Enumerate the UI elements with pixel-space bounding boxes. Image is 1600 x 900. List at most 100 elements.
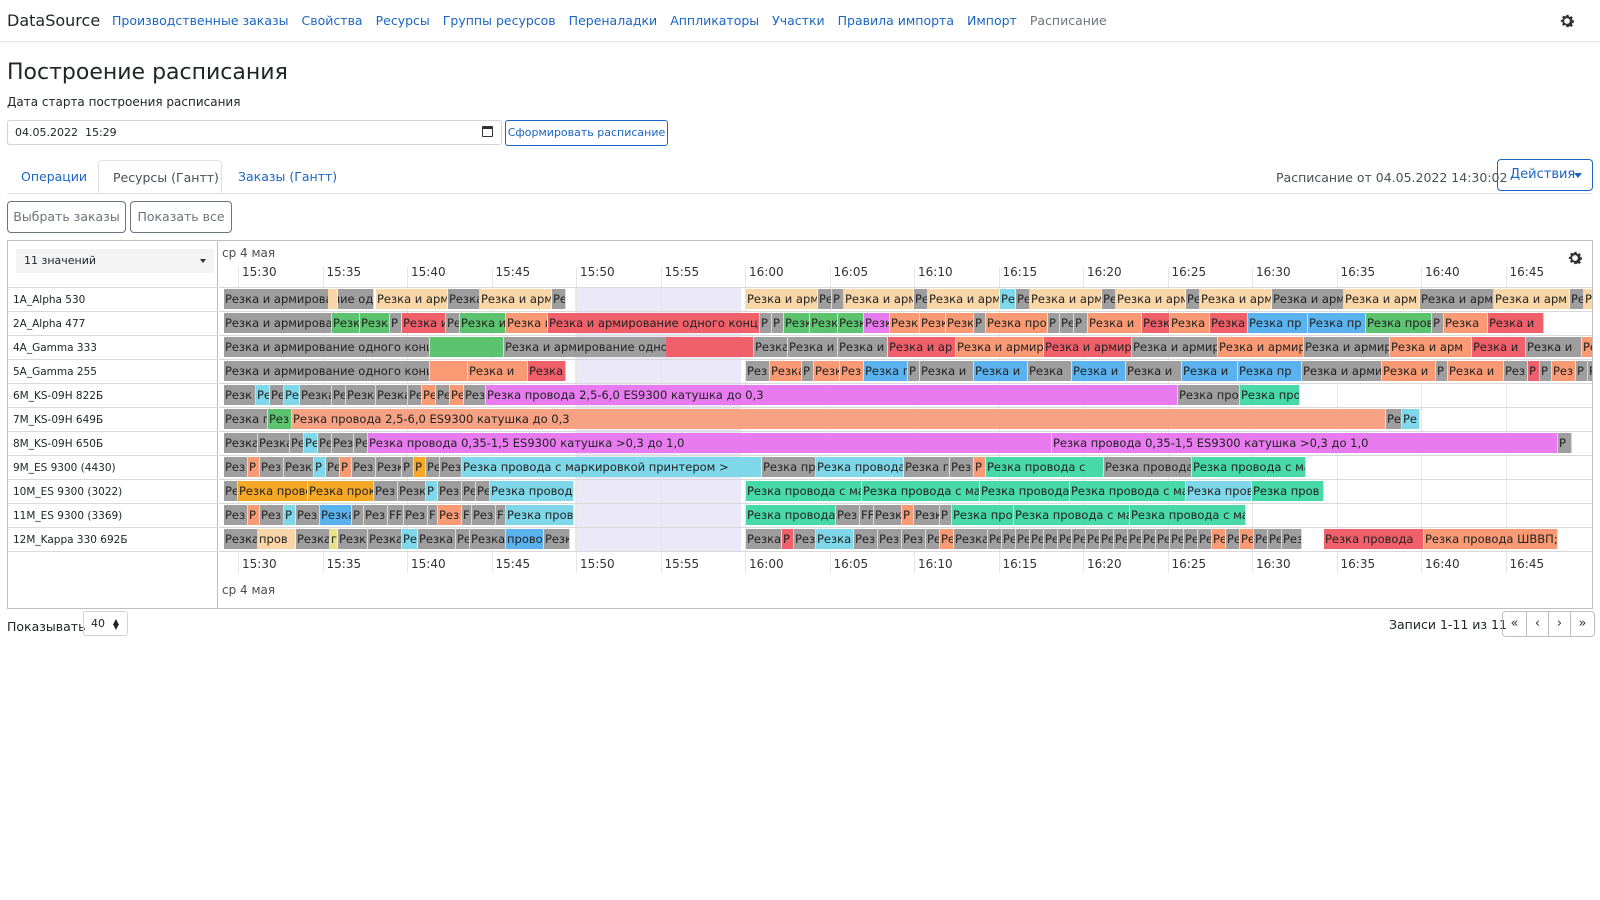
- gantt-task-bar[interactable]: Резка и: [402, 313, 446, 333]
- gantt-task-bar[interactable]: Резка пр: [762, 457, 816, 477]
- gantt-task-bar[interactable]: Ре: [436, 385, 450, 405]
- gantt-task-bar[interactable]: Ре: [304, 433, 318, 453]
- nav-link-9[interactable]: Расписание: [1029, 13, 1107, 28]
- gantt-task-bar[interactable]: Резк: [544, 529, 570, 549]
- gantt-task-bar[interactable]: Ре: [1058, 529, 1072, 549]
- start-date-input[interactable]: 04.05.2022 15:29: [7, 120, 502, 145]
- gantt-task-bar[interactable]: Р: [284, 505, 296, 525]
- gantt-task-bar[interactable]: Р: [802, 361, 814, 381]
- nav-link-1[interactable]: Свойства: [301, 13, 363, 28]
- gantt-task-bar[interactable]: Резка провода 0,35-1,5 ES9300 катушка >0…: [1052, 433, 1558, 453]
- gantt-task-bar[interactable]: Резка провода ШВВП;: [1424, 529, 1558, 549]
- gantt-task-bar[interactable]: г: [330, 529, 338, 549]
- gantt-task-bar[interactable]: Рез: [440, 457, 462, 477]
- gantt-task-bar[interactable]: Резка и: [1072, 361, 1126, 381]
- gantt-task-bar[interactable]: Резк: [946, 313, 974, 333]
- nav-link-3[interactable]: Группы ресурсов: [442, 13, 556, 28]
- gantt-task-bar[interactable]: Резка и: [1526, 337, 1582, 357]
- gantt-task-bar[interactable]: Резка: [1444, 313, 1488, 333]
- gantt-task-bar[interactable]: Рез: [332, 433, 354, 453]
- gantt-task-bar[interactable]: Резка: [284, 457, 314, 477]
- gantt-task-bar[interactable]: Резка провода с: [986, 457, 1104, 477]
- gantt-task-bar[interactable]: Ре: [1016, 289, 1030, 309]
- gantt-task-bar[interactable]: Ре: [1198, 529, 1212, 549]
- gantt-task-bar[interactable]: Резка: [1282, 529, 1302, 549]
- gantt-task-bar[interactable]: Рез: [840, 361, 864, 381]
- gantt-task-bar[interactable]: Резка и арм: [376, 289, 448, 309]
- gantt-task-bar[interactable]: [328, 289, 338, 309]
- gantt-task-bar[interactable]: Резка и: [1126, 361, 1182, 381]
- settings-gear-icon[interactable]: [1560, 14, 1574, 28]
- gantt-task-bar[interactable]: F: [428, 505, 438, 525]
- nav-link-0[interactable]: Производственные заказы: [112, 13, 289, 28]
- brand-logo[interactable]: DataSource: [7, 11, 101, 30]
- gantt-task-bar[interactable]: Резка и армирова: [224, 313, 332, 333]
- gantt-task-bar[interactable]: Резка: [770, 361, 802, 381]
- nav-link-7[interactable]: Правила импорта: [837, 13, 954, 28]
- gantt-task-bar[interactable]: Ре: [1100, 529, 1114, 549]
- gantt-task-bar[interactable]: Резка и армир: [1132, 337, 1218, 357]
- gantt-task-bar[interactable]: Резка: [368, 529, 402, 549]
- gantt-task-bar[interactable]: Резка г: [864, 361, 908, 381]
- gantt-task-bar[interactable]: Ре: [1060, 313, 1074, 333]
- gantt-task-bar[interactable]: Ре: [1030, 529, 1044, 549]
- gantt-task-bar[interactable]: Ре: [1240, 529, 1254, 549]
- gantt-task-bar[interactable]: Р: [1558, 433, 1572, 453]
- gantt-task-bar[interactable]: Резк: [874, 505, 902, 525]
- gantt-task-bar[interactable]: Резка пров: [1366, 313, 1432, 333]
- gantt-task-bar[interactable]: Ре: [318, 433, 332, 453]
- gantt-task-bar[interactable]: Резка прово: [506, 505, 574, 525]
- show-all-button[interactable]: Показать все: [130, 201, 232, 233]
- gantt-task-bar[interactable]: Резк: [1142, 313, 1170, 333]
- gantt-task-bar[interactable]: Ре: [818, 289, 832, 309]
- gantt-task-bar[interactable]: Рез: [374, 481, 398, 501]
- gantt-task-bar[interactable]: Резка и: [920, 361, 974, 381]
- gantt-task-bar[interactable]: Рез: [260, 505, 284, 525]
- gantt-task-bar[interactable]: Резка и: [788, 337, 838, 357]
- gantt-task-bar[interactable]: Резка и: [1382, 361, 1436, 381]
- gantt-task-bar[interactable]: Резка и: [460, 313, 506, 333]
- gantt-task-bar[interactable]: Резка и армирование одного конца пр: [224, 361, 430, 381]
- gantt-task-bar[interactable]: Рез: [464, 385, 486, 405]
- gantt-task-bar[interactable]: Рез: [902, 529, 926, 549]
- gantt-task-bar[interactable]: Резка и армир: [1044, 337, 1132, 357]
- gantt-task-bar[interactable]: Ре: [1156, 529, 1170, 549]
- gantt-task-bar[interactable]: Резка про: [952, 505, 1014, 525]
- gantt-task-bar[interactable]: Резка и армирование одн: [224, 289, 374, 309]
- gantt-task-bar[interactable]: Резка пр: [1248, 313, 1308, 333]
- gantt-task-bar[interactable]: Резк: [864, 313, 890, 333]
- gantt-task-bar[interactable]: Резка и: [1088, 313, 1142, 333]
- prev-page-button[interactable]: ‹: [1526, 611, 1549, 637]
- gantt-task-bar[interactable]: Резка и: [1582, 337, 1592, 357]
- gantt-task-bar[interactable]: Р: [1540, 361, 1552, 381]
- gantt-task-bar[interactable]: FF: [860, 505, 874, 525]
- gantt-task-bar[interactable]: Резка и армир: [1218, 337, 1304, 357]
- gantt-task-bar[interactable]: Резка и армир: [1304, 337, 1390, 357]
- gantt-task-bar[interactable]: Ре: [1186, 289, 1200, 309]
- gantt-task-bar[interactable]: пров: [258, 529, 296, 549]
- gantt-task-bar[interactable]: Резка провода: [816, 457, 904, 477]
- gantt-task-bar[interactable]: Резка провода с маркировкой принтером >: [462, 457, 762, 477]
- gantt-task-bar[interactable]: Р: [426, 481, 438, 501]
- gantt-task-bar[interactable]: Ре: [552, 289, 566, 309]
- gantt-task-bar[interactable]: Резка: [258, 433, 290, 453]
- gantt-task-bar[interactable]: Рез: [438, 505, 462, 525]
- gantt-task-bar[interactable]: Р: [908, 361, 920, 381]
- gantt-task-bar[interactable]: Ре: [1170, 529, 1184, 549]
- gantt-task-bar[interactable]: Ре: [1114, 529, 1128, 549]
- gantt-task-bar[interactable]: Р: [1436, 361, 1448, 381]
- gantt-task-bar[interactable]: Резка провода с ма: [1130, 505, 1246, 525]
- gantt-task-bar[interactable]: Резка и арм: [844, 289, 914, 309]
- gantt-task-bar[interactable]: Рез: [296, 505, 320, 525]
- gantt-task-bar[interactable]: Р: [248, 457, 260, 477]
- gantt-task-bar[interactable]: Ре: [988, 529, 1002, 549]
- gantt-task-bar[interactable]: Резка провода с ма: [1192, 457, 1306, 477]
- gantt-task-bar[interactable]: Резка: [1210, 313, 1248, 333]
- gantt-task-bar[interactable]: Резка: [360, 313, 390, 333]
- page-size-select[interactable]: 40 ▲ ▼: [83, 611, 128, 636]
- gantt-task-bar[interactable]: Рез: [438, 481, 462, 501]
- gantt-task-bar[interactable]: FFF: [388, 505, 404, 525]
- gantt-task-bar[interactable]: Рез: [1386, 409, 1402, 429]
- gantt-task-bar[interactable]: Ре: [354, 433, 368, 453]
- gantt-task-bar[interactable]: Резка и арм: [1494, 289, 1570, 309]
